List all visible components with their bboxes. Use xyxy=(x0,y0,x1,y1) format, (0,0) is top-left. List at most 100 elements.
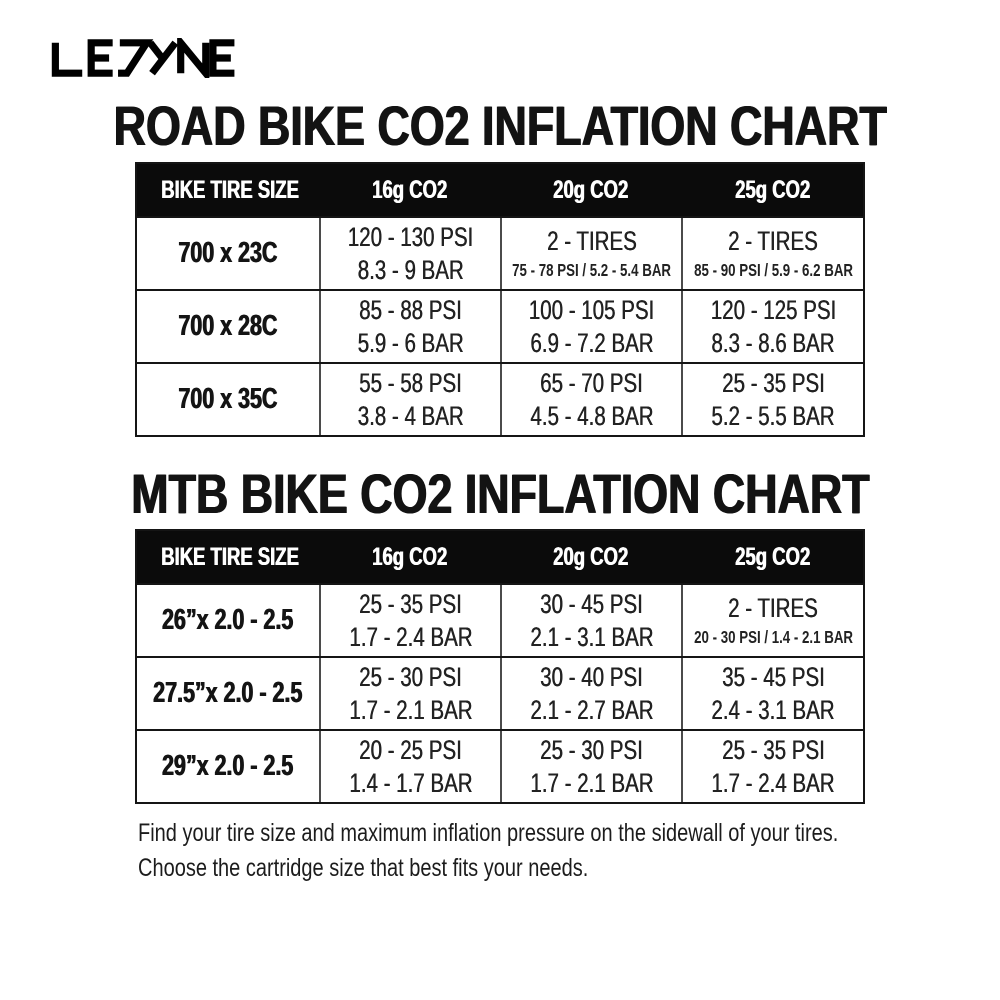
data-cell: 85 - 88 PSI 5.9 - 6 BAR xyxy=(319,291,500,362)
mtb-col-header-tire-size-text: BIKE TIRE SIZE xyxy=(161,542,299,571)
bar-value: 75 - 78 PSI / 5.2 - 5.4 BAR xyxy=(512,260,672,280)
data-cell: 25 - 30 PSI 1.7 - 2.1 BAR xyxy=(319,658,500,729)
data-cell: 55 - 58 PSI 3.8 - 4 BAR xyxy=(319,364,500,435)
psi-value: 2 - TIRES xyxy=(728,226,819,256)
mtb-col-header-16g-text: 16g CO2 xyxy=(372,542,448,571)
bar-value: 4.5 - 4.8 BAR xyxy=(530,401,654,431)
bar-value: 1.7 - 2.1 BAR xyxy=(349,695,473,725)
data-cell: 2 - TIRES 75 - 78 PSI / 5.2 - 5.4 BAR xyxy=(500,218,681,289)
data-cell: 25 - 35 PSI 1.7 - 2.4 BAR xyxy=(681,731,863,802)
psi-value: 25 - 35 PSI xyxy=(359,589,463,619)
mtb-table-header-row: BIKE TIRE SIZE 16g CO2 20g CO2 25g CO2 xyxy=(137,531,863,583)
table-row: 700 x 23C 120 - 130 PSI 8.3 - 9 BAR 2 - … xyxy=(137,216,863,289)
mtb-chart-title: MTB BIKE CO2 INFLATION CHART xyxy=(0,466,1000,522)
tire-size-label: 26”x 2.0 - 2.5 xyxy=(162,604,294,636)
road-col-header-20g: 20g CO2 xyxy=(500,176,681,205)
road-col-header-20g-text: 20g CO2 xyxy=(553,175,629,204)
bar-value: 1.7 - 2.4 BAR xyxy=(711,768,835,798)
psi-value: 25 - 30 PSI xyxy=(540,735,644,765)
footer-note: Find your tire size and maximum inflatio… xyxy=(138,816,958,886)
tire-size-cell: 700 x 23C xyxy=(137,218,319,289)
data-cell: 120 - 125 PSI 8.3 - 8.6 BAR xyxy=(681,291,863,362)
data-cell: 25 - 35 PSI 5.2 - 5.5 BAR xyxy=(681,364,863,435)
bar-value: 8.3 - 9 BAR xyxy=(357,255,464,285)
psi-value: 20 - 25 PSI xyxy=(359,735,463,765)
psi-value: 25 - 35 PSI xyxy=(721,368,825,398)
tire-size-cell: 29”x 2.0 - 2.5 xyxy=(137,731,319,802)
bar-value: 20 - 30 PSI / 1.4 - 2.1 BAR xyxy=(693,627,853,647)
footer-note-line1-text: Find your tire size and maximum inflatio… xyxy=(138,819,839,847)
data-cell: 2 - TIRES 85 - 90 PSI / 5.9 - 6.2 BAR xyxy=(681,218,863,289)
bar-value: 85 - 90 PSI / 5.9 - 6.2 BAR xyxy=(693,260,853,280)
tire-size-cell: 700 x 35C xyxy=(137,364,319,435)
psi-value: 35 - 45 PSI xyxy=(721,662,825,692)
road-col-header-tire-size: BIKE TIRE SIZE xyxy=(137,176,319,205)
road-chart-title-text: ROAD BIKE CO2 INFLATION CHART xyxy=(113,94,887,157)
road-col-header-16g: 16g CO2 xyxy=(319,176,500,205)
data-cell: 35 - 45 PSI 2.4 - 3.1 BAR xyxy=(681,658,863,729)
mtb-col-header-tire-size: BIKE TIRE SIZE xyxy=(137,543,319,572)
psi-value: 2 - TIRES xyxy=(728,593,819,623)
mtb-col-header-25g-text: 25g CO2 xyxy=(734,542,810,571)
bar-value: 8.3 - 8.6 BAR xyxy=(711,328,835,358)
bar-value: 2.1 - 3.1 BAR xyxy=(530,622,654,652)
data-cell: 25 - 30 PSI 1.7 - 2.1 BAR xyxy=(500,731,681,802)
tire-size-label: 700 x 23C xyxy=(178,237,278,269)
table-row: 29”x 2.0 - 2.5 20 - 25 PSI 1.4 - 1.7 BAR… xyxy=(137,729,863,802)
psi-value: 25 - 35 PSI xyxy=(721,735,825,765)
psi-value: 30 - 45 PSI xyxy=(540,589,644,619)
road-col-header-tire-size-text: BIKE TIRE SIZE xyxy=(161,175,299,204)
tire-size-label: 27.5”x 2.0 - 2.5 xyxy=(153,677,303,709)
mtb-col-header-20g-text: 20g CO2 xyxy=(553,542,629,571)
tire-size-cell: 27.5”x 2.0 - 2.5 xyxy=(137,658,319,729)
bar-value: 2.4 - 3.1 BAR xyxy=(711,695,835,725)
footer-note-line2: Choose the cartridge size that best fits… xyxy=(138,851,958,886)
bar-value: 2.1 - 2.7 BAR xyxy=(530,695,654,725)
bar-value: 1.4 - 1.7 BAR xyxy=(349,768,473,798)
data-cell: 100 - 105 PSI 6.9 - 7.2 BAR xyxy=(500,291,681,362)
psi-value: 120 - 125 PSI xyxy=(710,295,836,325)
table-row: 700 x 35C 55 - 58 PSI 3.8 - 4 BAR 65 - 7… xyxy=(137,362,863,435)
table-row: 27.5”x 2.0 - 2.5 25 - 30 PSI 1.7 - 2.1 B… xyxy=(137,656,863,729)
tire-size-label: 700 x 28C xyxy=(178,310,278,342)
road-col-header-16g-text: 16g CO2 xyxy=(372,175,448,204)
bar-value: 5.2 - 5.5 BAR xyxy=(711,401,835,431)
road-inflation-table: BIKE TIRE SIZE 16g CO2 20g CO2 25g CO2 7… xyxy=(135,162,865,437)
data-cell: 25 - 35 PSI 1.7 - 2.4 BAR xyxy=(319,585,500,656)
psi-value: 25 - 30 PSI xyxy=(359,662,463,692)
mtb-inflation-table: BIKE TIRE SIZE 16g CO2 20g CO2 25g CO2 2… xyxy=(135,529,865,804)
lezyne-logo xyxy=(50,32,238,84)
psi-value: 55 - 58 PSI xyxy=(359,368,463,398)
bar-value: 5.9 - 6 BAR xyxy=(357,328,464,358)
footer-note-line1: Find your tire size and maximum inflatio… xyxy=(138,816,958,851)
bar-value: 1.7 - 2.4 BAR xyxy=(349,622,473,652)
data-cell: 65 - 70 PSI 4.5 - 4.8 BAR xyxy=(500,364,681,435)
psi-value: 120 - 130 PSI xyxy=(348,222,474,252)
psi-value: 65 - 70 PSI xyxy=(540,368,644,398)
psi-value: 30 - 40 PSI xyxy=(540,662,644,692)
tire-size-cell: 700 x 28C xyxy=(137,291,319,362)
psi-value: 85 - 88 PSI xyxy=(359,295,463,325)
data-cell: 120 - 130 PSI 8.3 - 9 BAR xyxy=(319,218,500,289)
mtb-col-header-25g: 25g CO2 xyxy=(681,543,863,572)
bar-value: 1.7 - 2.1 BAR xyxy=(530,768,654,798)
psi-value: 100 - 105 PSI xyxy=(529,295,655,325)
data-cell: 30 - 40 PSI 2.1 - 2.7 BAR xyxy=(500,658,681,729)
footer-note-line2-text: Choose the cartridge size that best fits… xyxy=(138,854,589,882)
data-cell: 30 - 45 PSI 2.1 - 3.1 BAR xyxy=(500,585,681,656)
tire-size-cell: 26”x 2.0 - 2.5 xyxy=(137,585,319,656)
road-col-header-25g: 25g CO2 xyxy=(681,176,863,205)
psi-value: 2 - TIRES xyxy=(547,226,637,256)
tire-size-label: 700 x 35C xyxy=(178,383,278,415)
table-row: 700 x 28C 85 - 88 PSI 5.9 - 6 BAR 100 - … xyxy=(137,289,863,362)
road-table-header-row: BIKE TIRE SIZE 16g CO2 20g CO2 25g CO2 xyxy=(137,164,863,216)
data-cell: 20 - 25 PSI 1.4 - 1.7 BAR xyxy=(319,731,500,802)
table-row: 26”x 2.0 - 2.5 25 - 35 PSI 1.7 - 2.4 BAR… xyxy=(137,583,863,656)
lezyne-logo-icon xyxy=(51,32,235,84)
road-col-header-25g-text: 25g CO2 xyxy=(734,175,810,204)
mtb-col-header-20g: 20g CO2 xyxy=(500,543,681,572)
tire-size-label: 29”x 2.0 - 2.5 xyxy=(162,750,294,782)
bar-value: 3.8 - 4 BAR xyxy=(357,401,464,431)
road-chart-title: ROAD BIKE CO2 INFLATION CHART xyxy=(0,98,1000,154)
